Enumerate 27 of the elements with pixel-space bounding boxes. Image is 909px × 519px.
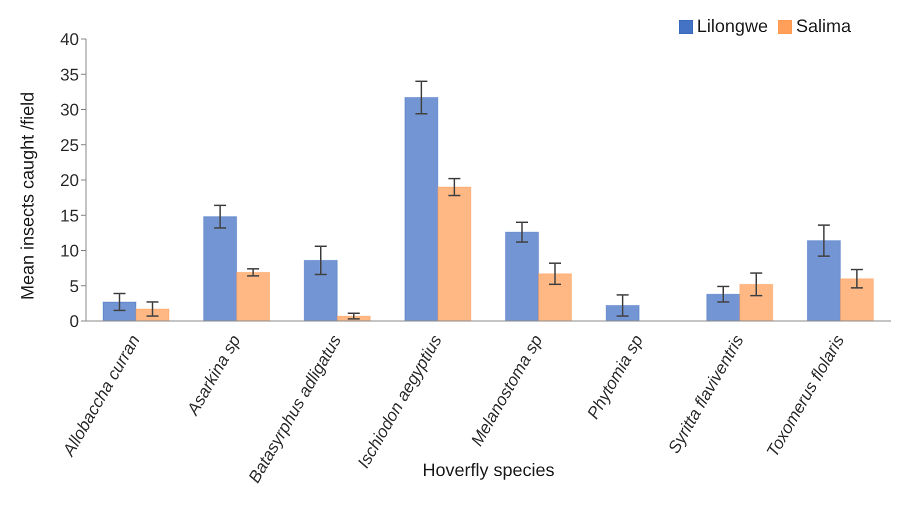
y-axis-title: Mean insects caught /field <box>17 92 38 300</box>
bar <box>538 273 572 321</box>
y-tick-label: 30 <box>60 100 79 120</box>
legend-label: Salima <box>796 16 851 36</box>
y-tick-label: 20 <box>60 171 79 190</box>
bar <box>102 301 136 321</box>
legend-label: Lilongwe <box>696 16 768 36</box>
bar <box>840 278 874 321</box>
bar <box>706 294 740 321</box>
y-tick-label: 15 <box>60 206 79 226</box>
bar <box>505 232 539 321</box>
y-tick-label: 35 <box>60 65 79 84</box>
bar <box>236 272 270 321</box>
y-tick-label: 0 <box>70 312 79 332</box>
y-tick-label: 40 <box>60 30 79 50</box>
bar <box>806 240 841 321</box>
bar <box>404 97 438 321</box>
bar <box>437 186 472 321</box>
bar <box>203 216 238 321</box>
bar <box>606 304 640 321</box>
bar <box>304 260 338 321</box>
y-tick-label: 10 <box>60 242 79 261</box>
x-axis-title: Hoverfly species <box>422 460 555 480</box>
bar <box>136 308 170 321</box>
bar <box>739 284 774 321</box>
y-tick-label: 25 <box>60 136 79 155</box>
y-tick-label: 5 <box>70 276 79 296</box>
